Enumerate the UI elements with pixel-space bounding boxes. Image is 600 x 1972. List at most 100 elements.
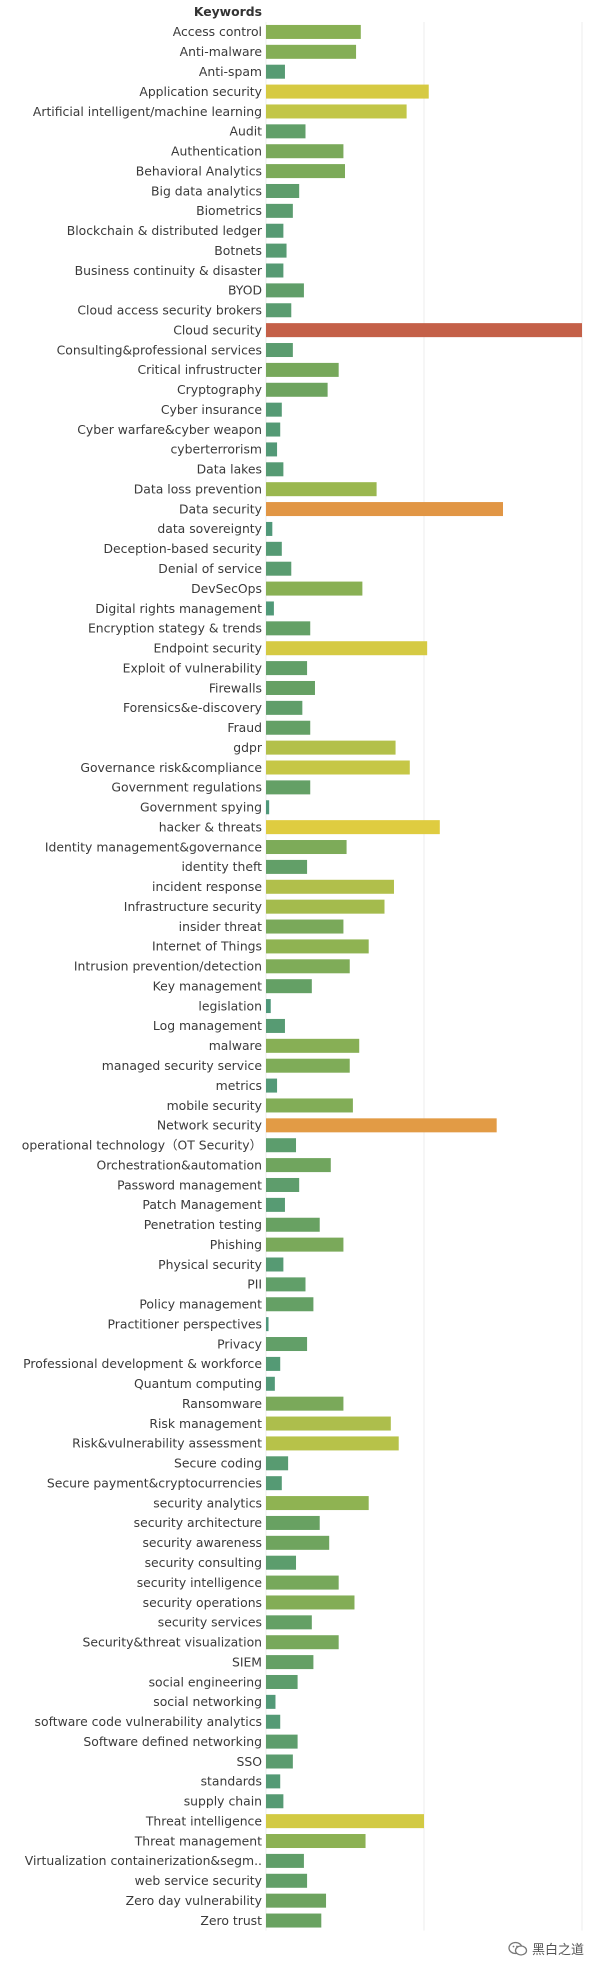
bar [266,402,282,417]
category-label: Cloud access security brokers [77,303,262,318]
bar [266,1655,314,1670]
bar [266,84,429,99]
category-label: Access control [173,24,262,39]
bar [266,1396,344,1411]
category-label: cyberterrorism [170,442,262,457]
category-label: Cyber warfare&cyber weapon [77,422,262,437]
category-label: Threat intelligence [145,1813,262,1828]
category-label: Intrusion prevention/detection [74,959,262,974]
category-label: Critical infrustructer [137,362,262,377]
bar [266,64,285,79]
category-labels: Access control Anti-malware Anti-spam Appli… [22,24,263,1928]
bar [266,1018,285,1033]
category-label: standards [201,1774,262,1789]
bar [266,661,308,676]
bar [266,1317,269,1332]
bar [266,1118,497,1133]
bar [266,999,271,1014]
grid-lines [265,22,583,1931]
category-label: security awareness [142,1535,262,1550]
bar [266,1515,320,1530]
category-label: Orchestration&automation [96,1157,262,1172]
category-label: Government spying [140,800,262,815]
bar [266,1893,327,1908]
bar [266,362,339,377]
category-label: Biometrics [196,203,262,218]
category-label: Cloud security [173,322,262,337]
category-label: Deception-based security [104,541,262,556]
bar [266,422,281,437]
bar [266,1694,276,1709]
category-label: Threat management [134,1833,262,1848]
bar [266,939,369,954]
bar [266,1217,320,1232]
bar [266,343,293,358]
bar [266,820,440,835]
bar [266,641,428,656]
bar [266,919,344,934]
bar [266,144,344,159]
category-label: supply chain [184,1794,262,1809]
category-label: Endpoint security [153,641,262,656]
category-label: SSO [237,1754,263,1769]
category-label: legislation [198,998,262,1013]
category-label: Physical security [158,1257,262,1272]
bar [266,521,273,536]
category-label: Log management [153,1018,262,1033]
bar [266,1177,300,1192]
category-label: Penetration testing [144,1217,262,1232]
category-label: Fraud [227,720,262,735]
bar [266,1257,284,1272]
bar [266,1794,284,1809]
bar [266,482,377,497]
category-label: Anti-malware [180,44,262,59]
bar [266,502,503,517]
category-label: Security&threat visualization [83,1635,262,1650]
bar [266,1674,298,1689]
bar [266,700,303,715]
bar [266,1158,331,1173]
category-label: Business continuity & disaster [75,263,263,278]
bar [266,1496,369,1511]
category-label: Data lakes [197,462,262,477]
bar [266,740,396,755]
column-header: Keywords [194,4,262,19]
bar [266,1337,308,1352]
category-label: Exploit of vulnerability [123,660,262,675]
bar [266,1197,285,1212]
category-label: Password management [117,1177,262,1192]
bar [266,24,361,39]
bar [266,442,278,457]
bar [266,1535,330,1550]
category-label: metrics [216,1078,262,1093]
bar [266,959,350,974]
category-label: Application security [139,84,262,99]
bar [266,1635,339,1650]
bar [266,164,345,179]
category-label: Secure coding [174,1456,262,1471]
category-label: Artificial intelligent/machine learning [33,104,262,119]
bar [266,1615,312,1630]
category-label: security services [158,1615,262,1630]
bar [266,382,328,397]
bar [266,1436,399,1451]
category-label: Blockchain & distributed ledger [67,223,263,238]
category-label: mobile security [167,1098,262,1113]
watermark: 黑白之道 [508,1939,584,1958]
category-label: Denial of service [158,561,262,576]
bar [266,1734,298,1749]
watermark-text: 黑白之道 [531,1943,584,1958]
bar [266,1297,314,1312]
bar [266,1277,306,1292]
bar [266,1356,281,1371]
category-label: Data security [179,501,262,516]
category-label: Audit [230,124,263,139]
category-label: security consulting [145,1555,262,1570]
category-label: Big data analytics [151,183,262,198]
bar [266,601,274,616]
bars [266,24,582,1928]
bar [266,780,311,795]
category-label: Zero trust [200,1913,262,1928]
bar [266,1476,282,1491]
bar [266,1078,278,1093]
